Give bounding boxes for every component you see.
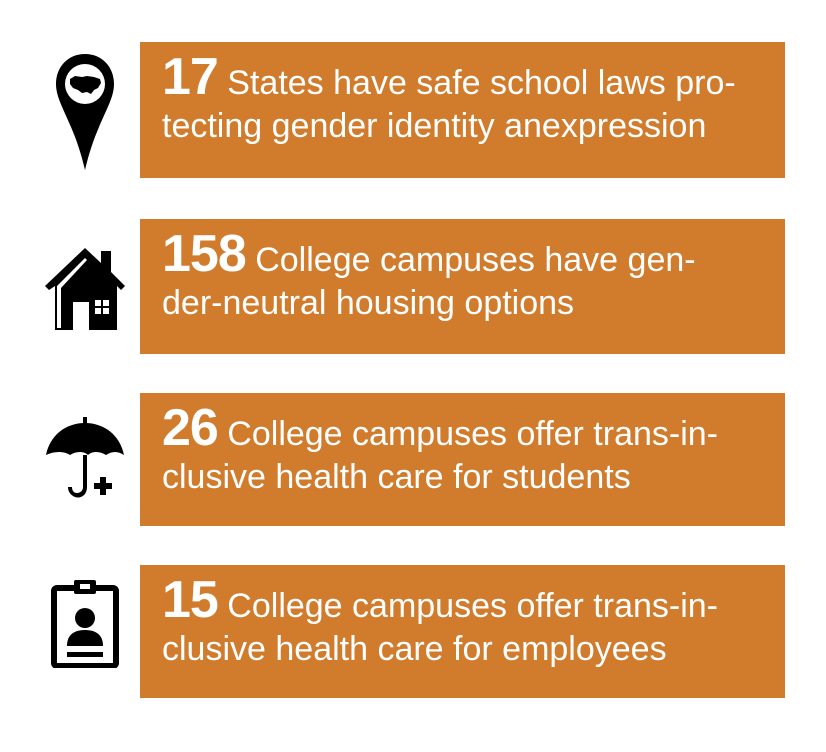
stat-number: 26 [162,399,219,457]
stat-text-line-1: College campuses offer trans-in- [227,587,719,625]
stat-card-employee-health: 15 College campuses offer trans-in- clus… [140,565,785,698]
stat-card-student-health: 26 College campuses offer trans-in- clus… [140,393,785,526]
stat-number: 158 [162,225,247,283]
stat-line-1: 15 College campuses offer trans-in- [162,574,765,628]
stat-line-1: 158 College campuses have gen- [162,228,765,282]
stat-text-line-1: States have safe school laws pro- [227,64,736,102]
stat-number: 15 [162,571,219,629]
stat-line-1: 26 College campuses offer trans-in- [162,402,765,456]
stat-line-1: 17 States have safe school laws pro- [162,51,765,105]
stat-line-2: clusive health care for students [162,458,631,496]
stat-number: 17 [162,48,219,106]
map-pin-usa-icon [40,52,130,172]
house-icon [40,239,130,334]
stat-line-2: tecting gender identity anexpression [162,107,707,145]
umbrella-plus-icon [40,415,130,505]
stat-card-states: 17 States have safe school laws pro- tec… [140,42,785,178]
stat-card-housing: 158 College campuses have gen- der-neutr… [140,219,785,354]
id-badge-icon [40,573,130,673]
stat-text-line-1: College campuses offer trans-in- [227,415,719,453]
stat-line-2: der-neutral housing options [162,284,575,322]
stat-text-line-1: College campuses have gen- [255,241,696,279]
stat-line-2: clusive health care for employees [162,630,667,668]
